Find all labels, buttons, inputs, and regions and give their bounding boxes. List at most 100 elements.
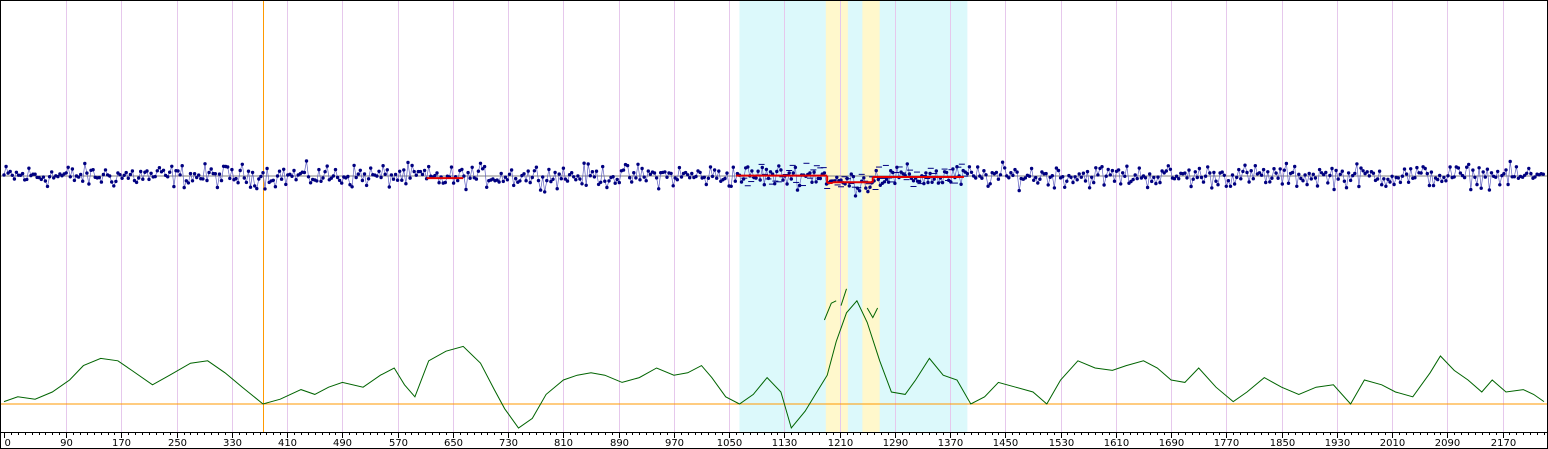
observation-point-46 — [97, 175, 102, 180]
observation-point-213 — [443, 180, 447, 185]
observation-point-581 — [1206, 165, 1210, 169]
observation-point-673 — [1396, 176, 1401, 180]
observation-point-49 — [103, 168, 108, 172]
observation-point-591 — [1226, 179, 1231, 183]
observation-point-6 — [14, 170, 19, 174]
observation-point-331 — [688, 176, 692, 180]
observation-point-121 — [253, 184, 257, 188]
observation-point-177 — [369, 166, 373, 170]
observation-point-307 — [638, 178, 642, 182]
observation-point-713 — [1479, 186, 1483, 190]
observation-point-64 — [134, 180, 139, 185]
observation-point-62 — [130, 169, 135, 173]
observation-point-369 — [766, 176, 771, 181]
observation-point-589 — [1222, 173, 1227, 177]
observation-point-446 — [926, 180, 930, 185]
observation-point-624 — [1295, 184, 1299, 188]
observation-point-5 — [12, 177, 17, 181]
observation-point-373 — [775, 169, 779, 174]
highlight-regions — [739, 1, 968, 432]
observation-point-58 — [122, 173, 126, 177]
observation-point-614 — [1274, 171, 1278, 175]
observation-point-266 — [553, 170, 557, 175]
observation-point-329 — [683, 170, 688, 175]
observation-point-500 — [1038, 177, 1042, 181]
observation-point-602 — [1249, 169, 1253, 173]
observation-point-367 — [762, 183, 766, 187]
observation-point-681 — [1413, 176, 1417, 180]
observation-point-726 — [1506, 182, 1510, 187]
observation-point-127 — [265, 166, 269, 171]
observation-point-82 — [172, 184, 176, 189]
observation-point-613 — [1272, 167, 1276, 171]
x-tick-label-16: 1290 — [883, 438, 908, 449]
observation-point-167 — [348, 183, 352, 187]
observation-point-554 — [1150, 179, 1154, 184]
observation-point-278 — [578, 177, 582, 181]
observation-point-161 — [335, 175, 340, 180]
observation-point-196 — [408, 176, 412, 180]
observation-point-675 — [1400, 174, 1405, 178]
observation-point-670 — [1390, 174, 1394, 178]
observation-point-735 — [1525, 171, 1529, 175]
observation-point-191 — [398, 169, 402, 173]
observation-point-70 — [147, 177, 151, 182]
observation-point-718 — [1489, 171, 1494, 175]
observation-point-359 — [746, 165, 750, 169]
observation-point-540 — [1121, 171, 1125, 175]
observation-point-59 — [124, 170, 128, 175]
observation-point-489 — [1015, 170, 1019, 174]
observation-point-74 — [155, 169, 159, 173]
observation-point-84 — [176, 169, 180, 173]
observation-point-695 — [1442, 175, 1446, 180]
x-tick-label-12: 970 — [665, 438, 684, 449]
observation-point-194 — [404, 182, 408, 186]
observation-point-622 — [1290, 170, 1295, 175]
highlight-region-0 — [739, 1, 968, 432]
observation-point-85 — [178, 173, 182, 177]
observation-point-205 — [427, 164, 431, 169]
observation-point-652 — [1353, 171, 1357, 176]
observation-point-619 — [1284, 161, 1289, 166]
observation-point-18 — [39, 177, 43, 182]
observation-point-365 — [758, 178, 762, 182]
observation-point-20 — [43, 179, 48, 183]
observation-point-245 — [509, 168, 514, 172]
observation-point-579 — [1201, 180, 1206, 184]
observation-point-122 — [255, 186, 259, 191]
observation-point-30 — [64, 171, 68, 175]
observation-point-666 — [1382, 177, 1386, 181]
observation-point-91 — [190, 179, 195, 183]
observation-point-724 — [1502, 172, 1506, 176]
observation-point-276 — [574, 178, 578, 182]
observation-point-280 — [582, 161, 586, 165]
observation-point-32 — [68, 175, 73, 179]
observation-point-677 — [1404, 172, 1409, 176]
observation-point-535 — [1110, 168, 1115, 173]
observation-point-641 — [1330, 166, 1334, 171]
observation-point-86 — [180, 164, 184, 168]
observation-point-203 — [422, 168, 427, 173]
observation-point-521 — [1081, 171, 1086, 175]
observation-point-524 — [1087, 186, 1092, 190]
observation-point-642 — [1332, 187, 1336, 192]
observation-point-481 — [998, 173, 1003, 177]
observation-point-98 — [205, 178, 209, 183]
observation-point-661 — [1371, 171, 1376, 175]
observation-point-292 — [607, 179, 611, 183]
observation-point-141 — [294, 178, 298, 182]
observation-point-180 — [375, 174, 379, 178]
observation-point-184 — [383, 172, 387, 176]
observation-point-87 — [182, 185, 186, 190]
observation-point-294 — [611, 175, 615, 179]
observation-point-116 — [242, 176, 246, 180]
observation-point-571 — [1185, 176, 1189, 180]
observation-point-71 — [149, 171, 153, 175]
observation-point-97 — [203, 162, 207, 166]
observation-point-415 — [862, 176, 866, 180]
observation-point-572 — [1187, 168, 1191, 172]
observation-point-402 — [835, 175, 839, 179]
observation-point-264 — [549, 179, 553, 184]
observation-point-607 — [1259, 173, 1264, 177]
observation-point-319 — [663, 170, 667, 174]
